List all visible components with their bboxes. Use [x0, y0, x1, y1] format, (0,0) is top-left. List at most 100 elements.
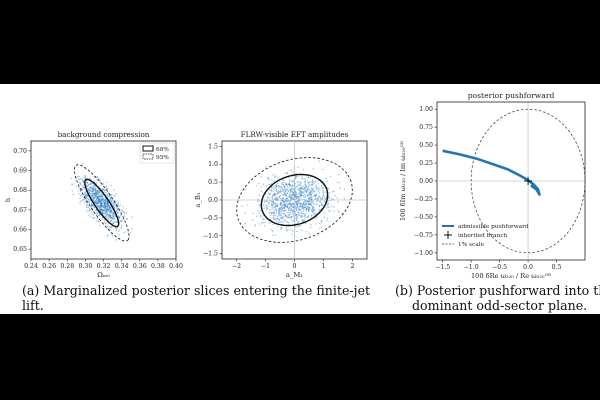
scatter-point [275, 198, 277, 200]
scatter-point [305, 202, 308, 204]
scatter-point [93, 200, 95, 203]
scatter-point [309, 201, 311, 203]
scatter-point [89, 186, 92, 188]
scatter-point [288, 207, 291, 210]
scatter-point [280, 197, 282, 200]
scatter-point [106, 207, 108, 210]
scatter-point [114, 227, 117, 229]
legend-box [139, 142, 175, 164]
scatter-point [282, 199, 284, 202]
scatter-point [96, 193, 98, 195]
scatter-point [273, 214, 275, 217]
scatter-point [322, 190, 324, 192]
scatter-point [101, 188, 104, 190]
scatter-point [314, 195, 317, 198]
scatter-point [122, 231, 125, 234]
scatter-point [299, 187, 302, 190]
scatter-point [284, 172, 286, 175]
scatter-point [326, 219, 328, 221]
scatter-point [280, 210, 282, 212]
scatter-point [104, 202, 106, 205]
scatter-point [110, 219, 113, 221]
scatter-point [285, 215, 287, 217]
scatter-point [301, 220, 303, 222]
scatter-point [97, 206, 99, 208]
legend-swatch [142, 153, 154, 160]
scatter-point [294, 178, 297, 180]
scatter-point [315, 194, 317, 197]
scatter-point [292, 198, 295, 200]
scatter-point [294, 175, 297, 178]
scatter-point [116, 220, 118, 223]
scatter-point [103, 205, 106, 207]
scatter-point [97, 196, 99, 199]
scatter-point [284, 203, 286, 206]
scatter-point [276, 196, 278, 198]
scatter-point [289, 184, 292, 186]
scatter-point [107, 201, 109, 203]
y-tick-label: 0.25 [419, 160, 433, 167]
scatter-point [290, 198, 292, 200]
scatter-point [112, 214, 115, 216]
scatter-point [273, 214, 275, 217]
scatter-point [297, 200, 300, 203]
scatter-point [120, 219, 122, 221]
scatter-point [291, 230, 294, 232]
scatter-point [286, 203, 288, 205]
scatter-point [319, 188, 321, 191]
y-tick-label: −0.50 [414, 214, 433, 221]
scatter-point [294, 191, 296, 193]
scatter-point [99, 224, 102, 227]
scatter-point [308, 185, 310, 187]
scatter-point [90, 186, 93, 189]
scatter-point [100, 209, 102, 211]
scatter-point [102, 205, 104, 208]
scatter-point [262, 218, 265, 221]
scatter-point [300, 192, 302, 195]
scatter-point [312, 205, 314, 208]
scatter-point [131, 228, 133, 230]
scatter-point [99, 202, 101, 204]
scatter-point [92, 188, 94, 191]
scatter-point [327, 202, 330, 204]
scatter-point [285, 184, 288, 186]
scatter-point [311, 200, 314, 202]
scatter-point [304, 206, 306, 209]
scatter-point [113, 207, 116, 210]
scatter-point [278, 218, 280, 220]
scatter-point [284, 205, 286, 207]
scatter-point [310, 193, 312, 196]
scatter-point [104, 201, 107, 203]
scatter-point [111, 216, 113, 219]
scatter-point [88, 191, 91, 193]
scatter-point [320, 226, 323, 228]
scatter-point [274, 198, 276, 200]
scatter-point [298, 195, 301, 197]
scatter-point [295, 200, 298, 203]
scatter-point [110, 201, 112, 203]
scatter-point [267, 192, 270, 195]
scatter-point [96, 191, 98, 193]
scatter-point [288, 192, 291, 195]
scatter-point [97, 197, 99, 200]
scatter-point [309, 181, 311, 183]
scatter-point [300, 188, 302, 190]
scatter-point [297, 183, 299, 186]
scatter-point [310, 210, 313, 212]
scatter-point [301, 194, 303, 196]
scatter-point [277, 185, 280, 187]
scatter-point [308, 199, 310, 202]
scatter-point [265, 204, 267, 207]
scatter-point [322, 187, 325, 189]
scatter-point [291, 221, 294, 223]
scatter-point [327, 210, 330, 212]
scatter-point [89, 182, 92, 185]
scatter-point [115, 229, 118, 231]
scatter-point [244, 189, 247, 191]
scatter-point [270, 189, 273, 192]
scatter-point [303, 180, 306, 183]
scatter-point [299, 205, 301, 208]
scatter-point [89, 187, 91, 189]
scatter-point [282, 197, 285, 200]
